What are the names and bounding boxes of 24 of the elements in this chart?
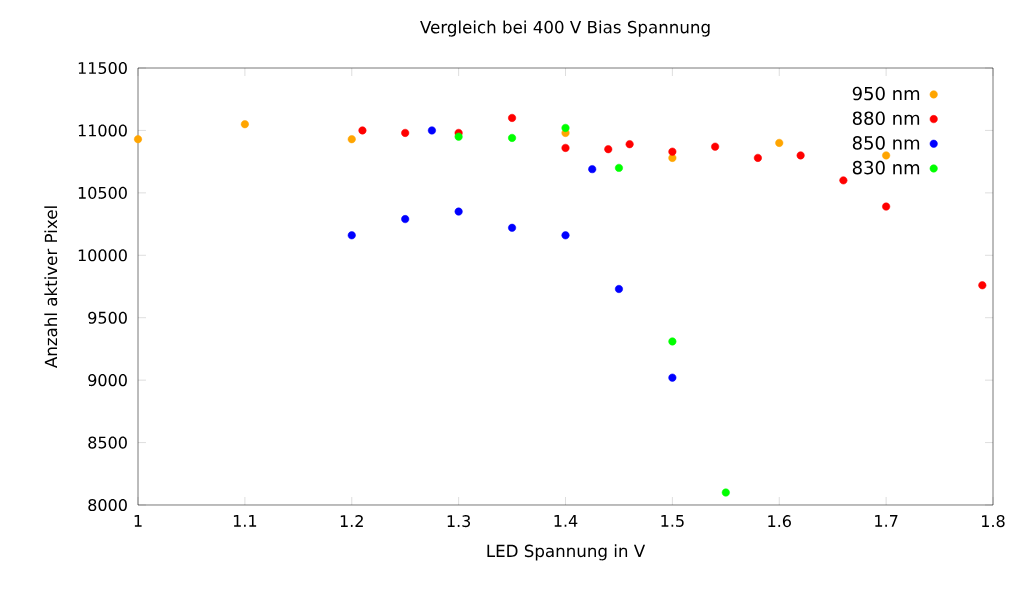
x-tick-label: 1.7: [875, 515, 898, 527]
y-axis-title: Anzahl aktiver Pixel: [44, 206, 58, 369]
y-tick-label: 8500: [88, 436, 127, 449]
legend-label: 850 nm: [852, 136, 920, 150]
x-tick-label: 1: [134, 515, 142, 527]
chart-title: Vergleich bei 400 V Bias Spannung: [420, 20, 710, 37]
x-tick-label: 1.6: [768, 515, 791, 528]
y-tick-label: 11500: [78, 61, 127, 75]
y-tick-label: 11000: [78, 124, 127, 137]
x-axis-title: LED Spannung in V: [487, 544, 646, 561]
x-tick-label: 1.5: [661, 515, 684, 527]
legend-label: 880 nm: [852, 111, 920, 126]
legend-label: 830 nm: [852, 160, 920, 175]
y-tick-label: 10500: [78, 186, 127, 199]
y-tick-label: 8000: [88, 498, 127, 512]
x-tick-label: 1.1: [233, 515, 257, 527]
y-tick-label: 10000: [78, 249, 127, 262]
x-tick-label: 1.8: [982, 515, 1005, 528]
y-tick-label: 9000: [88, 374, 127, 387]
y-tick-label: 9500: [88, 311, 127, 324]
legend-label: 950 nm: [852, 86, 920, 101]
x-tick-label: 1.2: [340, 515, 363, 527]
x-tick-label: 1.3: [447, 515, 471, 528]
x-tick-label: 1.4: [554, 515, 578, 527]
